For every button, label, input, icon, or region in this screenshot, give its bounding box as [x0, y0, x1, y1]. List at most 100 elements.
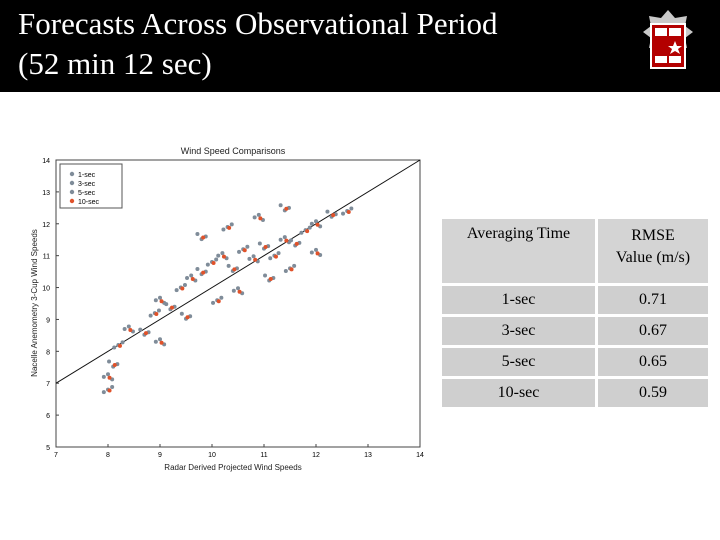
row-time: 10-sec: [442, 379, 595, 407]
y-tick-label: 10: [42, 286, 50, 293]
scatter-point-10sec: [107, 388, 112, 393]
x-tick-label: 13: [364, 452, 372, 459]
scatter-point: [120, 340, 125, 345]
scatter-point: [174, 288, 179, 293]
scatter-point: [101, 374, 106, 379]
scatter-point-10sec: [284, 206, 289, 211]
scatter-point: [289, 238, 294, 243]
rmse-table: Averaging Time RMSE Value (m/s) 1-sec 0.…: [439, 216, 711, 410]
y-tick-label: 12: [42, 222, 50, 229]
scatter-point-10sec: [216, 299, 221, 304]
scatter-point-10sec: [154, 312, 159, 317]
scatter-point: [185, 275, 190, 280]
legend-marker: [69, 198, 75, 204]
scatter-point: [211, 300, 216, 305]
scatter-point: [237, 249, 242, 254]
x-tick-label: 10: [208, 452, 216, 459]
legend-label: 5-sec: [78, 190, 96, 197]
scatter-point: [231, 288, 236, 293]
y-tick-label: 5: [46, 445, 50, 452]
y-axis-label: Nacelle Anemometry 3-Cup Wind Speeds: [30, 229, 39, 377]
scatter-point: [278, 203, 283, 208]
scatter-point-10sec: [117, 343, 122, 348]
header-rmse-line-2: Value (m/s): [615, 249, 691, 266]
scatter-point: [325, 209, 330, 214]
scatter-point: [226, 263, 231, 268]
y-tick-label: 11: [43, 254, 50, 261]
scatter-point-10sec: [221, 254, 226, 259]
scatter-point: [214, 257, 219, 262]
scatter-point-10sec: [258, 216, 263, 221]
scatter-point-10sec: [263, 245, 268, 250]
scatter-point: [138, 327, 143, 332]
row-time: 5-sec: [442, 348, 595, 376]
scatter-point-10sec: [185, 315, 190, 320]
scatter-point: [309, 250, 314, 255]
scatter-point-10sec: [284, 238, 289, 243]
scatter-point: [283, 268, 288, 273]
scatter-point: [341, 211, 346, 216]
scatter-plot-svg: Wind Speed Comparisons Radar Derived Pro…: [30, 146, 424, 472]
scatter-point: [101, 390, 106, 395]
scatter-point: [299, 230, 304, 235]
scatter-point: [189, 273, 194, 278]
y-tick-label: 9: [46, 317, 50, 324]
x-tick-label: 11: [260, 452, 267, 459]
title-line-1: Forecasts Across Observational Period: [18, 6, 498, 41]
scatter-point: [106, 372, 110, 377]
scatter-point: [278, 237, 283, 242]
scatter-point-10sec: [268, 276, 273, 281]
table-row: 5-sec 0.65: [442, 348, 708, 376]
scatter-point: [126, 324, 131, 329]
scatter-point-10sec: [237, 289, 242, 294]
y-tick-label: 14: [42, 158, 50, 165]
scatter-point-10sec: [242, 248, 247, 253]
table-row: 3-sec 0.67: [442, 317, 708, 345]
table-row: 1-sec 0.71: [442, 286, 708, 314]
scatter-point: [229, 222, 234, 227]
x-axis-label: Radar Derived Projected Wind Speeds: [164, 463, 301, 472]
scatter-point: [216, 253, 221, 258]
y-tick-label: 6: [46, 413, 50, 420]
header-rmse: RMSE Value (m/s): [598, 219, 708, 283]
y-tick-label: 8: [46, 349, 50, 356]
scatter-point: [252, 215, 257, 220]
scatter-point-10sec: [331, 213, 336, 218]
scatter-point-10sec: [315, 222, 320, 227]
header-averaging-time: Averaging Time: [442, 219, 595, 283]
x-tick-label: 7: [54, 452, 58, 459]
row-rmse: 0.71: [598, 286, 708, 314]
header-rmse-line-1: RMSE: [631, 227, 675, 244]
title-line-2: (52 min 12 sec): [18, 46, 212, 81]
scatter-point: [256, 212, 261, 217]
scatter-point: [219, 295, 224, 300]
legend-label: 10-sec: [78, 199, 100, 206]
scatter-point: [164, 302, 169, 307]
reference-line: [55, 159, 421, 384]
scatter-point: [179, 311, 184, 316]
scatter-point: [112, 345, 117, 350]
university-seal-logo: [643, 10, 693, 69]
scatter-point: [292, 263, 297, 268]
scatter-point: [195, 267, 200, 272]
scatter-point-10sec: [211, 261, 216, 266]
legend-marker: [69, 189, 75, 195]
scatter-point-10sec: [169, 305, 174, 310]
chart-title: Wind Speed Comparisons: [181, 146, 286, 156]
legend-label: 3-sec: [78, 181, 96, 188]
scatter-point: [314, 247, 318, 252]
scatter-point: [107, 359, 112, 364]
row-time: 3-sec: [442, 317, 595, 345]
scatter-point: [153, 339, 158, 344]
scatter-point: [263, 273, 268, 278]
scatter-point: [205, 262, 210, 267]
x-tick-label: 8: [106, 452, 110, 459]
scatter-point: [251, 254, 256, 259]
scatter-point: [148, 313, 153, 318]
row-time: 1-sec: [442, 286, 595, 314]
scatter-point: [268, 256, 273, 261]
x-tick-label: 12: [312, 452, 320, 459]
row-rmse: 0.59: [598, 379, 708, 407]
slide-title: Forecasts Across Observational Period (5…: [18, 4, 618, 84]
scatter-point-10sec: [253, 257, 258, 262]
